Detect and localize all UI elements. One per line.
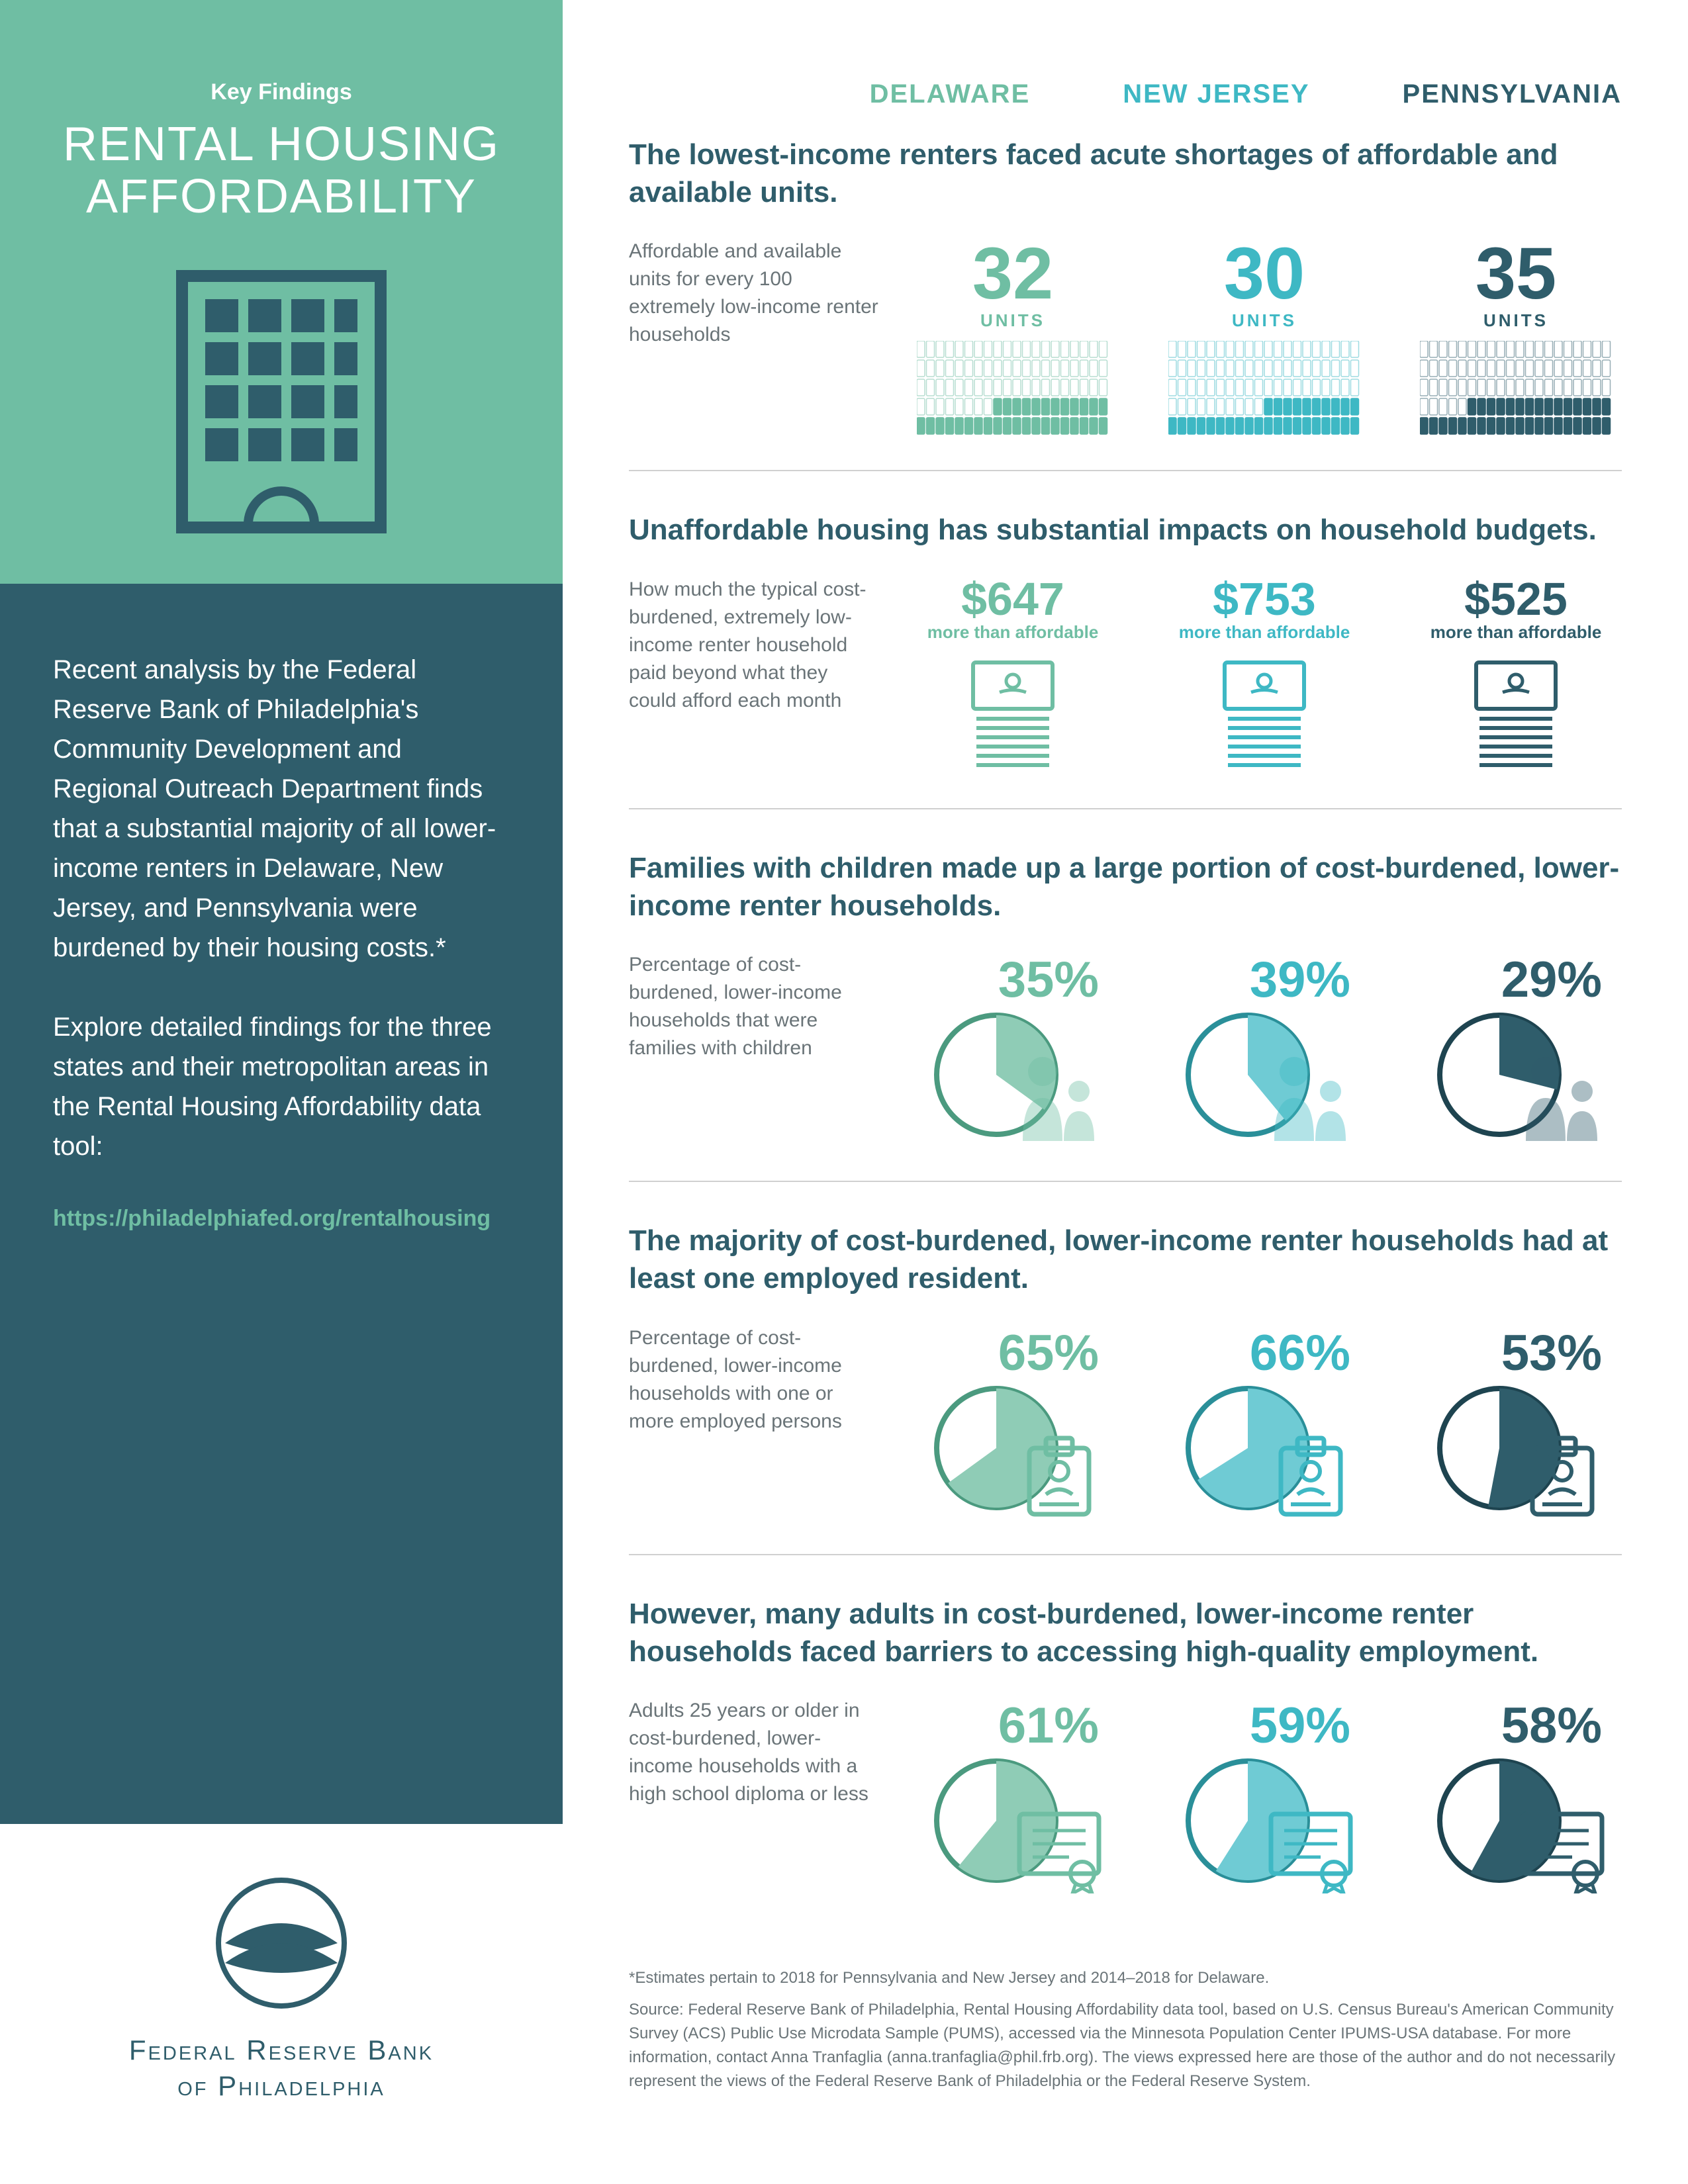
- pct-value: 58%: [1501, 1697, 1602, 1754]
- section-0: The lowest-income renters faced acute sh…: [629, 136, 1622, 471]
- section-title: Families with children made up a large p…: [629, 849, 1622, 925]
- state-header: DELAWARE NEW JERSEY PENNSYLVANIA: [629, 79, 1622, 109]
- units-col: 35 UNITS: [1410, 238, 1622, 437]
- section-desc: How much the typical cost-burdened, extr…: [629, 576, 880, 775]
- pct-value: 53%: [1501, 1324, 1602, 1382]
- cost-col: $525 more than affordable: [1410, 576, 1622, 775]
- footnote-2: Source: Federal Reserve Bank of Philadel…: [629, 1998, 1622, 2093]
- page-title: RENTAL HOUSING AFFORDABILITY: [53, 118, 510, 223]
- state-label-nj: NEW JERSEY: [1123, 79, 1309, 109]
- eyebrow: Key Findings: [53, 79, 510, 105]
- pct-value: 61%: [998, 1697, 1099, 1754]
- intro-para-1: Recent analysis by the Federal Reserve B…: [53, 650, 510, 968]
- data-cols: 35% 39% 29%: [907, 951, 1622, 1148]
- pie-col: 59%: [1158, 1697, 1370, 1893]
- cost-value: $525: [1464, 576, 1568, 622]
- pct-value: 39%: [1250, 951, 1350, 1009]
- pie-col: 35%: [907, 951, 1119, 1148]
- pie-col: 61%: [907, 1697, 1119, 1893]
- pct-value: 29%: [1501, 951, 1602, 1009]
- section-row: How much the typical cost-burdened, extr…: [629, 576, 1622, 775]
- section-row: Percentage of cost-burdened, lower-incom…: [629, 1324, 1622, 1521]
- sidebar-body: Recent analysis by the Federal Reserve B…: [0, 584, 563, 1823]
- pie-wrap: [1420, 1009, 1612, 1148]
- units-col: 32 UNITS: [907, 238, 1119, 437]
- units-label: UNITS: [980, 310, 1045, 331]
- section-4: However, many adults in cost-burdened, l…: [629, 1595, 1622, 1927]
- data-cols: 32 UNITS 30 UNITS 35 UNITS: [907, 238, 1622, 437]
- pie-col: 39%: [1158, 951, 1370, 1148]
- units-value: 30: [1224, 238, 1305, 310]
- pct-value: 59%: [1250, 1697, 1350, 1754]
- section-1: Unaffordable housing has substantial imp…: [629, 511, 1622, 809]
- pie-col: 53%: [1410, 1324, 1622, 1521]
- units-label: UNITS: [1232, 310, 1297, 331]
- pie-col: 66%: [1158, 1324, 1370, 1521]
- cost-value: $753: [1213, 576, 1316, 622]
- pie-wrap: [917, 1009, 1109, 1148]
- section-row: Percentage of cost-burdened, lower-incom…: [629, 951, 1622, 1148]
- pct-value: 65%: [998, 1324, 1099, 1382]
- sidebar: Key Findings RENTAL HOUSING AFFORDABILIT…: [0, 0, 563, 2184]
- pie-col: 29%: [1410, 951, 1622, 1148]
- sidebar-header: Key Findings RENTAL HOUSING AFFORDABILIT…: [0, 0, 563, 584]
- section-desc: Adults 25 years or older in cost-burdene…: [629, 1697, 880, 1893]
- footnotes: *Estimates pertain to 2018 for Pennsylva…: [629, 1966, 1622, 2093]
- section-title: The majority of cost-burdened, lower-inc…: [629, 1222, 1622, 1297]
- logo-text: Federal Reserve Bank of Philadelphia: [40, 2032, 523, 2105]
- main-content: DELAWARE NEW JERSEY PENNSYLVANIA The low…: [563, 0, 1688, 2184]
- pie-col: 65%: [907, 1324, 1119, 1521]
- cost-sub: more than affordable: [927, 622, 1099, 643]
- section-desc: Percentage of cost-burdened, lower-incom…: [629, 951, 880, 1148]
- pie-wrap: [1420, 1754, 1612, 1893]
- state-label-pa: PENNSYLVANIA: [1403, 79, 1622, 109]
- section-title: The lowest-income renters faced acute sh…: [629, 136, 1622, 211]
- section-title: However, many adults in cost-burdened, l…: [629, 1595, 1622, 1670]
- pie-wrap: [1420, 1382, 1612, 1521]
- cost-col: $647 more than affordable: [907, 576, 1119, 775]
- pie-col: 58%: [1410, 1697, 1622, 1893]
- footnote-1: *Estimates pertain to 2018 for Pennsylva…: [629, 1966, 1622, 1990]
- section-2: Families with children made up a large p…: [629, 849, 1622, 1182]
- cost-value: $647: [961, 576, 1064, 622]
- intro-para-2: Explore detailed findings for the three …: [53, 1007, 510, 1166]
- cost-sub: more than affordable: [1430, 622, 1602, 643]
- pie-wrap: [1168, 1754, 1360, 1893]
- units-col: 30 UNITS: [1158, 238, 1370, 437]
- building-icon: [169, 263, 394, 541]
- pie-wrap: [1168, 1382, 1360, 1521]
- section-desc: Percentage of cost-burdened, lower-incom…: [629, 1324, 880, 1521]
- section-row: Adults 25 years or older in cost-burdene…: [629, 1697, 1622, 1893]
- pie-wrap: [917, 1382, 1109, 1521]
- state-label-de: DELAWARE: [870, 79, 1031, 109]
- cost-col: $753 more than affordable: [1158, 576, 1370, 775]
- data-cols: 61% 59% 58%: [907, 1697, 1622, 1893]
- section-row: Affordable and available units for every…: [629, 238, 1622, 437]
- data-tool-link[interactable]: https://philadelphiafed.org/rentalhousin…: [53, 1206, 510, 1232]
- pct-value: 66%: [1250, 1324, 1350, 1382]
- data-cols: $647 more than affordable $753 more than…: [907, 576, 1622, 775]
- section-title: Unaffordable housing has substantial imp…: [629, 511, 1622, 549]
- sidebar-footer: Federal Reserve Bank of Philadelphia: [0, 1824, 563, 2184]
- cost-sub: more than affordable: [1179, 622, 1350, 643]
- units-value: 32: [972, 238, 1053, 310]
- data-cols: 65% 66% 53%: [907, 1324, 1622, 1521]
- pct-value: 35%: [998, 951, 1099, 1009]
- units-label: UNITS: [1483, 310, 1548, 331]
- section-3: The majority of cost-burdened, lower-inc…: [629, 1222, 1622, 1555]
- frb-logo-icon: [215, 1877, 348, 2009]
- units-value: 35: [1476, 238, 1556, 310]
- pie-wrap: [917, 1754, 1109, 1893]
- section-desc: Affordable and available units for every…: [629, 238, 880, 437]
- pie-wrap: [1168, 1009, 1360, 1148]
